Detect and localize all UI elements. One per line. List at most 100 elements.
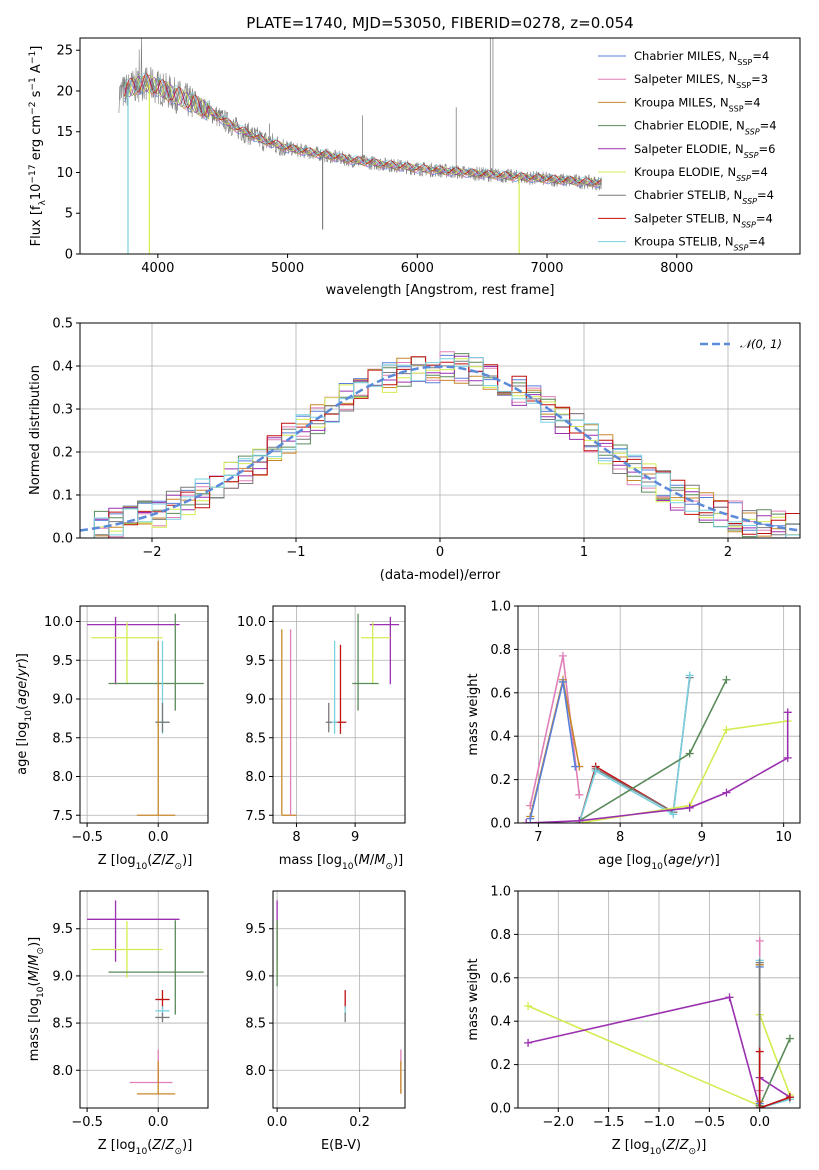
data-point <box>685 803 694 812</box>
x-axis-label: (data-model)/error <box>380 568 501 583</box>
y-tick-label: 20 <box>56 84 73 99</box>
model-spectrum <box>123 73 602 185</box>
data-point <box>755 1104 764 1108</box>
x-axis-label: Z [log10(Z/Z⊙)] <box>98 1138 193 1157</box>
x-axis-label: Z [log10(Z/Z⊙)] <box>98 853 193 872</box>
data-point <box>722 788 731 797</box>
data-point <box>685 749 694 758</box>
data-point <box>755 1047 764 1056</box>
data-point <box>524 1002 533 1011</box>
y-tick-label: 0.0 <box>490 1102 511 1117</box>
x-tick-label: 8 <box>616 830 624 845</box>
data-point <box>722 725 731 734</box>
axes-frame <box>79 605 209 824</box>
residuals-axes: −2 −1 0 1 2 0.0 0.1 0.2 0.3 0.4 0.5 <box>52 317 801 560</box>
y-tick-label: 8.0 <box>245 770 266 785</box>
x-tick-label: 0.0 <box>148 830 169 845</box>
y-tick-label: 10.0 <box>237 615 266 630</box>
x-tick-label: −2 <box>142 545 161 560</box>
series-line <box>578 677 691 823</box>
y-tick-label: 8.0 <box>52 1064 73 1079</box>
series-line <box>758 1051 791 1108</box>
y-axis-label: mass [log10(M/M⊙)] <box>27 937 46 1061</box>
x-axis-label: mass [log10(M/M⊙)] <box>279 853 403 872</box>
data-point <box>722 675 731 684</box>
y-tick-label: 9.0 <box>245 969 266 984</box>
x-tick-label: 0.2 <box>349 1115 370 1130</box>
data-point <box>522 819 531 823</box>
data-point <box>558 651 567 660</box>
data-point <box>558 677 567 686</box>
spectrum-axes: 4000 5000 6000 7000 8000 0 5 10 15 20 25 <box>56 37 801 276</box>
series-line <box>526 712 789 823</box>
y-tick-label: 0.6 <box>490 971 511 986</box>
legend-label: Salpeter ELODIE, NSSP=6 <box>634 142 775 160</box>
axes-frame <box>517 605 801 824</box>
x-tick-label: −1.0 <box>643 1115 675 1130</box>
x-tick-label: 7 <box>534 830 542 845</box>
y-tick-label: 1.0 <box>490 885 511 900</box>
residual-histogram <box>80 355 800 538</box>
y-tick-label: 8.5 <box>52 1017 73 1032</box>
y-tick-label: 9.5 <box>245 922 266 937</box>
y-tick-label: 1.0 <box>490 600 511 615</box>
series-line <box>758 962 791 1108</box>
y-tick-label: 7.5 <box>245 809 266 824</box>
x-tick-label: −1.5 <box>593 1115 625 1130</box>
x-tick-label: 8000 <box>660 261 693 276</box>
data-point <box>785 1093 794 1102</box>
data-point <box>524 1038 533 1047</box>
x-axis-label: age [log10(age/yr)] <box>598 853 720 872</box>
legend-label: Chabrier ELODIE, NSSP=4 <box>634 119 777 137</box>
y-tick-label: 7.5 <box>52 809 73 824</box>
x-tick-label: 4000 <box>141 261 174 276</box>
x-tick-label: 0.0 <box>267 1115 288 1130</box>
model-spectrum <box>123 72 602 184</box>
x-tick-label: 10 <box>775 830 792 845</box>
age_vs_mass-axes: 8 9 7.5 8.0 8.5 9.0 9.5 10.0 <box>237 605 406 845</box>
x-tick-label: 0.0 <box>749 1115 770 1130</box>
y-tick-label: 9.5 <box>52 654 73 669</box>
y-tick-label: 8.0 <box>245 1064 266 1079</box>
y-tick-label: 0.4 <box>490 730 511 745</box>
data-point <box>755 936 764 945</box>
y-tick-label: 0.2 <box>490 1058 511 1073</box>
x-tick-label: −0.5 <box>71 1115 103 1130</box>
legend-label: Chabrier MILES, NSSP=4 <box>634 49 769 67</box>
mass_vs_Z-axes: −0.5 0.0 8.0 8.5 9.0 9.5 <box>52 890 209 1130</box>
data-point <box>783 753 792 762</box>
spectrum-legend: Chabrier MILES, NSSP=4 Salpeter MILES, NS… <box>598 49 777 252</box>
mass_vs_EBV-axes: 0.0 0.2 8.0 8.5 9.0 9.5 <box>245 890 406 1130</box>
x-tick-label: 5000 <box>271 261 304 276</box>
weight_vs_Z-plot <box>524 936 794 1108</box>
observed-spectrum <box>118 38 602 191</box>
series-line <box>758 960 791 1108</box>
x-axis-label: Z [log10(Z/Z⊙)] <box>612 1138 707 1157</box>
data-point <box>725 993 734 1002</box>
legend-label: Kroupa MILES, NSSP=4 <box>634 95 761 113</box>
y-tick-label: 10.0 <box>44 615 73 630</box>
x-tick-label: 1 <box>580 545 588 560</box>
residuals-plot <box>80 351 800 538</box>
legend-label: Salpeter STELIB, NSSP=4 <box>634 211 773 229</box>
x-tick-label: 8 <box>292 830 300 845</box>
axes-frame <box>79 890 209 1109</box>
age_vs_Z-plot <box>87 613 204 816</box>
data-point <box>575 790 584 799</box>
mass_vs_Z-plot <box>87 900 204 1095</box>
x-axis-label: wavelength [Angstrom, rest frame] <box>326 283 555 298</box>
y-tick-label: 9.5 <box>245 654 266 669</box>
x-tick-label: 9 <box>698 830 706 845</box>
y-tick-label: 5 <box>65 207 73 222</box>
y-tick-label: 25 <box>56 44 73 59</box>
y-tick-label: 0.5 <box>52 317 73 332</box>
y-tick-label: 0.8 <box>490 643 511 658</box>
series-line <box>578 675 691 823</box>
y-tick-label: 9.5 <box>52 922 73 937</box>
axes-frame <box>272 605 406 824</box>
legend-label: 𝒩(0, 1) <box>740 337 782 351</box>
data-point <box>571 762 580 771</box>
residual-histogram <box>80 358 800 538</box>
y-tick-label: 0.4 <box>490 1015 511 1030</box>
